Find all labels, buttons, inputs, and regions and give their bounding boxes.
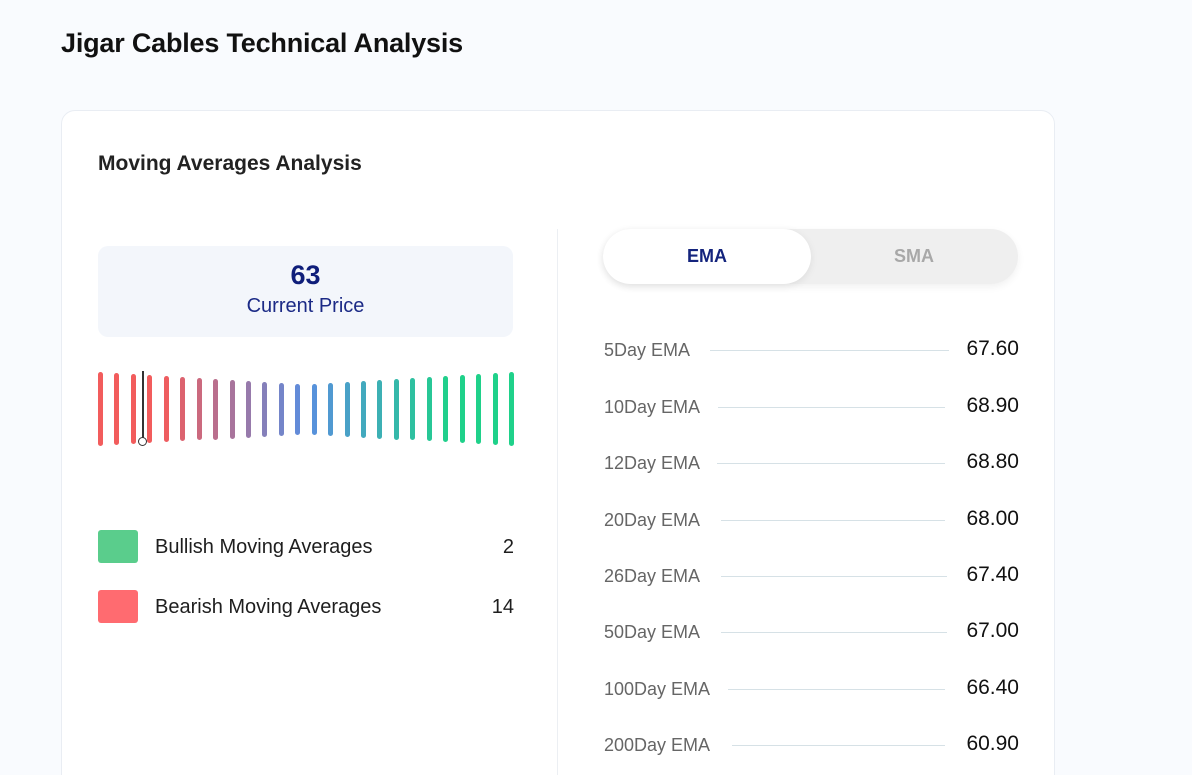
gauge-bar bbox=[230, 380, 235, 439]
current-price-box: 63 Current Price bbox=[98, 246, 513, 337]
ema-sma-toggle: EMA SMA bbox=[603, 229, 1018, 284]
ema-label: 12Day EMA bbox=[604, 453, 701, 473]
bearish-label: Bearish Moving Averages bbox=[155, 596, 382, 618]
bullish-count: 2 bbox=[502, 536, 514, 558]
gauge-bar bbox=[262, 382, 267, 437]
gauge-bar bbox=[279, 383, 284, 436]
legend-bullish: Bullish Moving Averages 2 bbox=[98, 530, 514, 564]
page-title: Jigar Cables Technical Analysis bbox=[61, 28, 463, 58]
ema-label: 10Day EMA bbox=[604, 397, 701, 417]
gauge-bar bbox=[493, 373, 498, 445]
ema-label: 50Day EMA bbox=[604, 622, 701, 642]
gauge-bar bbox=[213, 379, 218, 440]
ema-value: 67.00 bbox=[966, 619, 1019, 642]
ema-value: 66.40 bbox=[966, 676, 1019, 699]
ema-leader-line bbox=[717, 463, 945, 464]
ema-leader-line bbox=[721, 576, 947, 577]
ema-row: 5Day EMA 67.60 bbox=[604, 335, 1019, 365]
ema-row: 12Day EMA 68.80 bbox=[604, 448, 1019, 478]
ema-value: 67.40 bbox=[966, 563, 1019, 586]
gauge-needle-dot bbox=[138, 437, 147, 446]
current-price-label: Current Price bbox=[246, 295, 365, 317]
ema-leader-line bbox=[728, 689, 945, 690]
bearish-swatch bbox=[98, 590, 138, 623]
column-divider bbox=[557, 229, 558, 775]
gauge-bar bbox=[180, 377, 185, 441]
gauge-bar bbox=[345, 382, 350, 437]
legend-bearish: Bearish Moving Averages 14 bbox=[98, 590, 514, 624]
ema-leader-line bbox=[721, 632, 947, 633]
gauge-bar bbox=[460, 375, 465, 443]
gauge-bar bbox=[131, 374, 136, 444]
gauge-bar bbox=[147, 375, 152, 443]
ema-row: 26Day EMA 67.40 bbox=[604, 561, 1019, 591]
gauge-bar bbox=[312, 384, 317, 435]
ema-label: 20Day EMA bbox=[604, 510, 701, 530]
card-title: Moving Averages Analysis bbox=[98, 152, 362, 175]
ema-row: 20Day EMA 68.00 bbox=[604, 505, 1019, 535]
gauge-bar bbox=[328, 383, 333, 436]
ema-label: 200Day EMA bbox=[604, 735, 711, 755]
ema-value: 67.60 bbox=[966, 337, 1019, 360]
gauge-needle bbox=[142, 371, 144, 439]
ema-row: 50Day EMA 67.00 bbox=[604, 617, 1019, 647]
gauge-bar bbox=[295, 384, 300, 435]
bullish-swatch bbox=[98, 530, 138, 563]
ema-label: 5Day EMA bbox=[604, 340, 691, 360]
tab-ema[interactable]: EMA bbox=[603, 229, 811, 284]
ema-row: 100Day EMA 66.40 bbox=[604, 674, 1019, 704]
gauge-bar bbox=[377, 380, 382, 439]
ema-label: 26Day EMA bbox=[604, 566, 701, 586]
gauge-bar bbox=[476, 374, 481, 444]
bullish-label: Bullish Moving Averages bbox=[155, 536, 373, 558]
gauge-bar bbox=[114, 373, 119, 445]
gauge-bar bbox=[443, 376, 448, 442]
gauge-bar bbox=[164, 376, 169, 442]
ema-leader-line bbox=[718, 407, 945, 408]
ema-row: 200Day EMA 60.90 bbox=[604, 730, 1019, 760]
gauge-bar bbox=[246, 381, 251, 438]
ema-leader-line bbox=[732, 745, 945, 746]
gauge-bar bbox=[361, 381, 366, 438]
moving-averages-card: Moving Averages Analysis 63 Current Pric… bbox=[61, 110, 1055, 775]
bearish-count: 14 bbox=[491, 596, 514, 618]
ema-value: 68.90 bbox=[966, 394, 1019, 417]
gauge-bar bbox=[427, 377, 432, 441]
gauge-bar bbox=[394, 379, 399, 440]
sentiment-gauge bbox=[98, 371, 514, 451]
gauge-bar bbox=[509, 372, 514, 446]
ema-value: 60.90 bbox=[966, 732, 1019, 755]
ema-value: 68.80 bbox=[966, 450, 1019, 473]
current-price-value: 63 bbox=[290, 260, 321, 290]
ema-leader-line bbox=[721, 520, 945, 521]
gauge-bar bbox=[197, 378, 202, 440]
gauge-bar bbox=[98, 372, 103, 446]
tab-sma[interactable]: SMA bbox=[894, 246, 934, 266]
ema-leader-line bbox=[710, 350, 949, 351]
gauge-bar bbox=[410, 378, 415, 440]
ema-value: 68.00 bbox=[966, 507, 1019, 530]
ema-row: 10Day EMA 68.90 bbox=[604, 392, 1019, 422]
ema-label: 100Day EMA bbox=[604, 679, 711, 699]
